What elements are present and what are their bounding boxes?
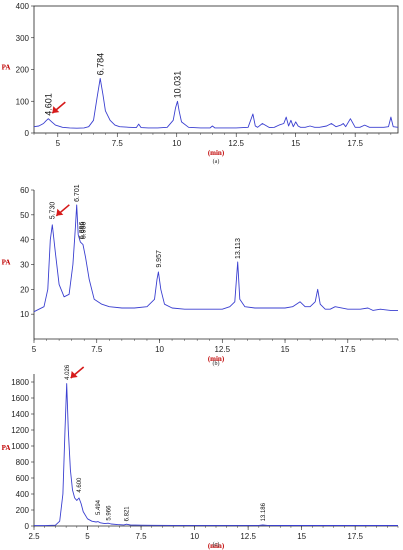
x-tick-label: 15 [291, 139, 300, 148]
x-tick-label: 12.5 [228, 139, 244, 148]
y-tick-label: 0 [25, 129, 30, 138]
y-tick-label: 0 [25, 522, 30, 531]
y-tick-label: 1600 [11, 394, 29, 403]
panel-caption: (b) [213, 360, 220, 367]
peak-label: 6.784 [95, 53, 105, 76]
x-tick-label: 17.5 [347, 139, 363, 148]
x-tick-label: 12.5 [214, 345, 230, 354]
x-tick-label: 10 [190, 532, 199, 541]
x-axis-label: (min) [208, 355, 225, 363]
x-tick-label: 12.5 [240, 532, 256, 541]
y-tick-label: 1000 [11, 442, 29, 451]
marker-arrow-head [70, 371, 78, 378]
peak-label: 13.186 [261, 502, 267, 521]
y-tick-label: 60 [20, 186, 29, 195]
y-tick-label: 1800 [11, 378, 29, 387]
x-tick-label: 15 [281, 345, 290, 354]
plot-frame [33, 5, 399, 134]
peak-label: 5.966 [106, 505, 112, 521]
y-tick-label: 100 [16, 97, 30, 106]
y-tick-label: 1400 [11, 410, 29, 419]
y-tick-label: 1200 [11, 426, 29, 435]
chromatogram-trace [33, 77, 399, 129]
peak-label: 9.957 [156, 250, 163, 268]
peak-label: 4.026 [65, 364, 71, 380]
x-tick-label: 5 [56, 139, 61, 148]
peak-label: 5.494 [96, 499, 102, 515]
y-tick-label: 400 [16, 490, 30, 499]
chart-panel-c: 0 200 400 600 800 1000 1200 1400 1600 1800 2.5 5 7.5… [2, 364, 399, 550]
y-tick-label: 10 [20, 310, 29, 319]
y-tick-label: 50 [20, 211, 29, 220]
x-tick-label: 5 [32, 345, 37, 354]
marker-arrow-head [52, 106, 60, 114]
peak-label: 6.821 [125, 506, 131, 522]
y-axis-label: PA [2, 444, 11, 452]
y-axis-label: PA [2, 64, 11, 72]
y-tick-label: 20 [20, 285, 29, 294]
peak-label: 5.730 [50, 202, 57, 220]
panel-caption: (a) [213, 158, 220, 165]
chromatogram-trace [34, 383, 398, 527]
peak-label: 6.896 [79, 221, 86, 239]
y-tick-label: 300 [16, 34, 30, 43]
chart-panel-a: 0 100 200 300 400 5 7.5 10 12.5 15 17.5 PA (min)(a) 4… [2, 2, 399, 165]
y-tick-label: 800 [16, 458, 30, 467]
x-axis-label: (min) [208, 542, 225, 550]
y-tick-label: 200 [16, 506, 30, 515]
peak-label: 4.600 [77, 477, 83, 493]
x-tick-label: 10 [172, 139, 181, 148]
x-tick-label: 10 [155, 345, 164, 354]
marker-arrow-head [56, 208, 64, 216]
x-tick-label: 17.5 [340, 345, 356, 354]
peak-label: 10.031 [173, 71, 183, 99]
y-tick-label: 400 [16, 2, 30, 11]
y-tick-label: 40 [20, 236, 29, 245]
x-tick-label: 7.5 [112, 139, 124, 148]
peak-label: 13.113 [235, 238, 242, 259]
x-tick-label: 17.5 [347, 532, 363, 541]
y-tick-label: 30 [20, 261, 29, 270]
x-axis-label: (min) [208, 149, 225, 157]
x-tick-label: 15 [297, 532, 306, 541]
x-tick-label: 5 [85, 532, 90, 541]
peak-label: 6.958 [81, 221, 88, 239]
chromatogram-trace [33, 204, 398, 313]
y-axis-label: PA [2, 259, 11, 267]
x-tick-label: 7.5 [91, 345, 103, 354]
panel-caption: (c) [213, 541, 220, 548]
x-tick-label: 2.5 [28, 532, 40, 541]
y-tick-label: 600 [16, 474, 30, 483]
x-tick-label: 7.5 [135, 532, 147, 541]
peak-label: 6.701 [74, 184, 81, 202]
chart-panel-b: 10 20 30 40 50 60 5 7.5 10 12.5 15 17.5 PA (min)(b) 5.… [2, 184, 399, 367]
y-tick-label: 200 [16, 66, 30, 75]
peak-label: 4.601 [43, 93, 53, 116]
